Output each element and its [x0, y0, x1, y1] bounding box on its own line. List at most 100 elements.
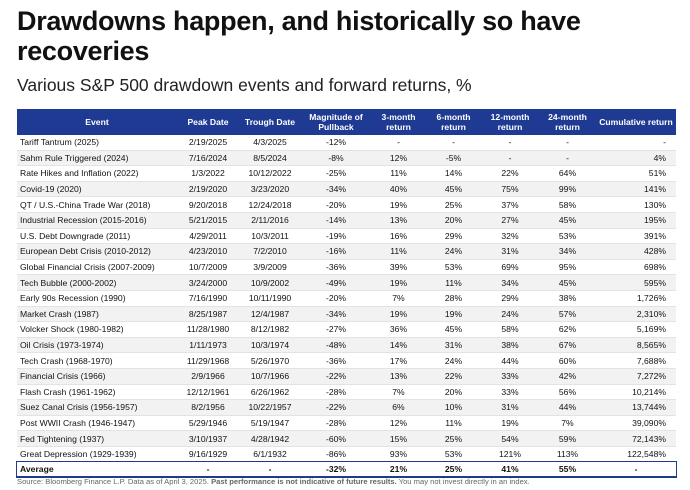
table-row: Market Crash (1987) 8/25/1987 12/4/1987 -34… — [17, 306, 676, 323]
table-cell: 12/12/1961 — [177, 384, 239, 401]
table-cell: 7% — [539, 415, 596, 432]
table-cell: 10/9/2002 — [239, 274, 301, 291]
table-cell: 10/3/1974 — [239, 337, 301, 354]
table-cell: 7/16/2024 — [177, 150, 239, 167]
table-cell: -16% — [301, 243, 371, 260]
table-cell: 38% — [539, 290, 596, 307]
table-cell: - — [426, 135, 481, 151]
table-cell: 9/16/1929 — [177, 446, 239, 463]
table-cell: 10/7/1966 — [239, 368, 301, 385]
table-row: Flash Crash (1961-1962) 12/12/1961 6/26/19… — [17, 384, 676, 401]
event-name-cell: Oil Crisis (1973-1974) — [17, 337, 177, 354]
table-cell: 13% — [371, 368, 426, 385]
table-row: Volcker Shock (1980-1982) 11/28/1980 8/12/… — [17, 321, 676, 338]
event-name-cell: Tech Crash (1968-1970) — [17, 352, 177, 369]
event-name-cell: Great Depression (1929-1939) — [17, 446, 177, 463]
table-cell: 44% — [539, 399, 596, 416]
table-cell: 58% — [481, 321, 539, 338]
table-cell: 10% — [426, 399, 481, 416]
event-name-cell: Post WWII Crash (1946-1947) — [17, 415, 177, 432]
table-cell: 32% — [481, 228, 539, 245]
table-cell: -36% — [301, 352, 371, 369]
table-cell: 113% — [539, 446, 596, 463]
table-cell: 24% — [426, 243, 481, 260]
table-cell: 10/3/2011 — [239, 228, 301, 245]
table-cell: 4/28/1942 — [239, 430, 301, 447]
table-cell: 75% — [481, 181, 539, 198]
table-cell: 60% — [539, 352, 596, 369]
table-cell: 67% — [539, 337, 596, 354]
table-row: Great Depression (1929-1939) 9/16/1929 6/1… — [17, 446, 676, 463]
table-cell: 29% — [481, 290, 539, 307]
average-cell: - — [177, 461, 239, 478]
table-cell: 25% — [426, 430, 481, 447]
source-note: Source: Bloomberg Finance L.P. Data as o… — [17, 477, 530, 486]
column-header: 6-month return — [426, 109, 481, 135]
table-cell: - — [596, 135, 676, 151]
table-cell: 6/1/1932 — [239, 446, 301, 463]
column-header: Trough Date — [239, 109, 301, 135]
table-cell: -22% — [301, 368, 371, 385]
table-row: QT / U.S.-China Trade War (2018) 9/20/201… — [17, 196, 676, 213]
table-cell: 58% — [539, 196, 596, 213]
table-cell: 44% — [481, 352, 539, 369]
chart-subtitle: Various S&P 500 drawdown events and forw… — [17, 75, 472, 95]
table-cell: 4/3/2025 — [239, 135, 301, 151]
table-cell: 5/29/1946 — [177, 415, 239, 432]
table-cell: 45% — [539, 274, 596, 291]
event-name-cell: Tariff Tantrum (2025) — [17, 135, 177, 151]
event-name-cell: Covid-19 (2020) — [17, 181, 177, 198]
table-row: Tech Bubble (2000-2002) 3/24/2000 10/9/200… — [17, 274, 676, 291]
table-cell: 93% — [371, 446, 426, 463]
table-average-row: Average - - -32% 21% 25% 41% 55% - — [16, 460, 677, 478]
table-cell: -25% — [301, 165, 371, 182]
table-cell: 19% — [481, 415, 539, 432]
table-cell: 7% — [371, 384, 426, 401]
table-cell: - — [481, 150, 539, 167]
table-cell: 4/23/2010 — [177, 243, 239, 260]
table-cell: 72,143% — [596, 430, 676, 447]
table-row: Global Financial Crisis (2007-2009) 10/7/… — [17, 259, 676, 276]
table-cell: 5/21/2015 — [177, 212, 239, 229]
table-cell: 13% — [371, 212, 426, 229]
table-cell: 45% — [426, 181, 481, 198]
table-cell: - — [539, 135, 596, 151]
table-cell: 7/16/1990 — [177, 290, 239, 307]
table-cell: -60% — [301, 430, 371, 447]
table-row: Early 90s Recession (1990) 7/16/1990 10/11… — [17, 290, 676, 307]
table-cell: -20% — [301, 196, 371, 213]
table-cell: -34% — [301, 306, 371, 323]
event-name-cell: Suez Canal Crisis (1956-1957) — [17, 399, 177, 416]
table-cell: 7,272% — [596, 368, 676, 385]
table-cell: 7% — [371, 290, 426, 307]
event-name-cell: Tech Bubble (2000-2002) — [17, 274, 177, 291]
table-cell: -19% — [301, 228, 371, 245]
table-cell: 19% — [426, 306, 481, 323]
table-cell: 195% — [596, 212, 676, 229]
table-cell: 53% — [426, 259, 481, 276]
table-cell: 391% — [596, 228, 676, 245]
table-cell: 2,310% — [596, 306, 676, 323]
event-name-cell: Financial Crisis (1966) — [17, 368, 177, 385]
table-header-row: Event Peak Date Trough Date Magnitude of Pu… — [17, 109, 676, 135]
table-cell: 1/11/1973 — [177, 337, 239, 354]
table-cell: 40% — [371, 181, 426, 198]
table-cell: 5/19/1947 — [239, 415, 301, 432]
table-cell: 62% — [539, 321, 596, 338]
table-row: Covid-19 (2020) 2/19/2020 3/23/2020 -34% 40%… — [17, 181, 676, 198]
average-cell: 25% — [426, 461, 481, 478]
table-row: Tariff Tantrum (2025) 2/19/2025 4/3/2025 -1… — [17, 135, 676, 151]
event-name-cell: U.S. Debt Downgrade (2011) — [17, 228, 177, 245]
table-cell: 7,688% — [596, 352, 676, 369]
table-cell: 24% — [426, 352, 481, 369]
table-cell: 121% — [481, 446, 539, 463]
table-cell: 11/29/1968 — [177, 352, 239, 369]
column-header: Peak Date — [177, 109, 239, 135]
table-cell: 6% — [371, 399, 426, 416]
table-cell: 3/10/1937 — [177, 430, 239, 447]
table-cell: 69% — [481, 259, 539, 276]
table-cell: 12% — [371, 150, 426, 167]
table-cell: 8/5/2024 — [239, 150, 301, 167]
table-cell: 8,565% — [596, 337, 676, 354]
table-row: Industrial Recession (2015-2016) 5/21/201… — [17, 212, 676, 229]
